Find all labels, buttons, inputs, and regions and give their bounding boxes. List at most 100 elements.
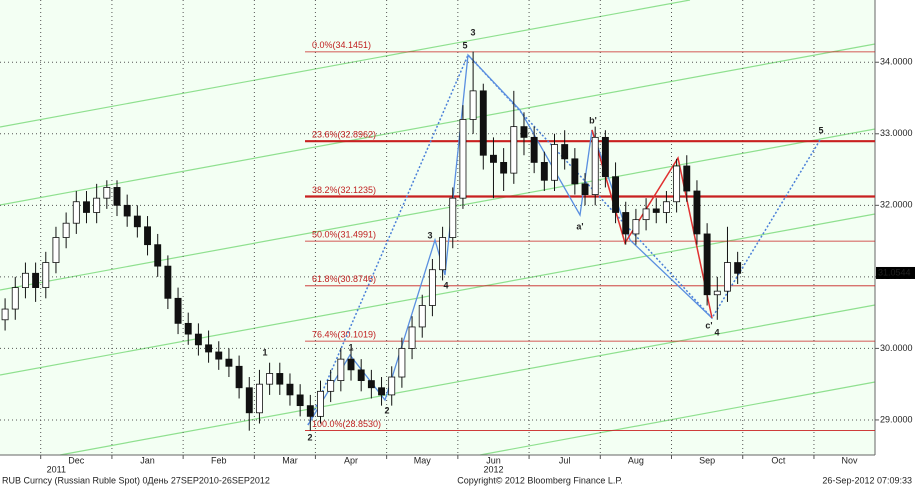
candle-body: [123, 204, 131, 217]
candle-body: [612, 176, 620, 213]
x-tick-label: Nov: [842, 455, 859, 465]
last-price-badge: [876, 266, 915, 279]
candle-body: [103, 187, 111, 199]
fib-label: 100.0%(28.8530): [312, 419, 381, 429]
candle-body: [194, 333, 202, 346]
candle-body: [357, 369, 365, 381]
candle-body: [174, 297, 182, 324]
fib-label: 23.6%(32.8962): [312, 130, 376, 140]
wave-label: b': [589, 115, 597, 125]
x-tick-label: Jul: [559, 455, 571, 465]
x-tick-label: Jan: [140, 455, 155, 465]
candle-body: [693, 190, 701, 235]
x-tick-label: Apr: [344, 455, 358, 465]
candle-body: [734, 262, 742, 274]
candle-body: [72, 201, 80, 224]
year-label: 2012: [483, 464, 503, 474]
wave-label: a': [576, 221, 583, 231]
candle-body: [652, 208, 660, 213]
candle-body: [571, 158, 579, 185]
wave-line: [307, 53, 821, 426]
candle-body: [398, 348, 406, 378]
wave-label: 2: [384, 405, 389, 415]
candle-body: [479, 90, 487, 156]
candle-body: [113, 187, 121, 206]
candle-body: [205, 344, 213, 353]
candle-body: [500, 161, 508, 174]
candle-body: [317, 390, 324, 417]
wave-line: [591, 129, 713, 319]
x-tick-label: Feb: [211, 455, 227, 465]
wave-label: 1: [348, 342, 353, 352]
candle-body: [266, 373, 274, 385]
candle-body: [327, 380, 335, 392]
candle-body: [347, 358, 355, 371]
candle-body: [21, 272, 29, 288]
fib-label: 61.8%(30.8746): [312, 274, 376, 284]
candle-body: [42, 262, 50, 288]
x-tick-label: Jun: [486, 455, 501, 465]
fib-label: 38.2%(32.1235): [312, 185, 376, 195]
y-tick-label: 29.0000: [880, 414, 913, 424]
candle-body: [469, 90, 477, 120]
y-tick-label: 34.0000: [880, 57, 913, 67]
candle-body: [622, 212, 630, 235]
candle-body: [662, 201, 670, 213]
candle-body: [367, 380, 375, 389]
candle-body: [32, 272, 40, 288]
candle-body: [490, 154, 497, 163]
candle-body: [540, 161, 548, 181]
candle-body: [225, 358, 233, 367]
candle-body: [215, 351, 223, 360]
candle-body: [164, 265, 172, 299]
y-tick-label: 30.0000: [880, 343, 913, 353]
candle-body: [449, 197, 457, 238]
footer-right: 26-Sep-2012 07:09:33: [822, 475, 912, 485]
candle-body: [601, 136, 609, 178]
wave-label: 4: [443, 280, 448, 290]
y-tick-label: 32.0000: [880, 200, 913, 210]
x-tick-label: Mar: [282, 455, 298, 465]
candle-body: [551, 144, 558, 181]
wave-label: 5: [462, 40, 467, 50]
fib-label: 50.0%(31.4991): [312, 230, 376, 240]
candle-body: [378, 387, 385, 396]
x-tick-label: Aug: [628, 455, 644, 465]
footer-left: RUB Curncy (Russian Ruble Spot) 0День 27…: [2, 475, 270, 485]
candle-body: [11, 287, 19, 310]
candle-body: [703, 233, 711, 296]
candle-body: [93, 197, 101, 213]
candle-body: [459, 119, 467, 199]
x-tick-label: Dec: [68, 455, 85, 465]
candle-body: [713, 290, 721, 296]
wave-label: c': [705, 320, 712, 330]
candle-body: [418, 305, 426, 328]
candle-body: [184, 322, 192, 335]
wave-label: 3: [470, 27, 475, 37]
candle-body: [510, 126, 518, 174]
candle-body: [296, 394, 304, 407]
wave-label: 4: [714, 327, 719, 337]
candle-body: [724, 262, 731, 292]
wave-label: 1: [262, 347, 267, 357]
wave-label: 5: [818, 125, 823, 135]
y-tick-label: 33.0000: [880, 128, 913, 138]
trend-channel: [0, 0, 876, 456]
last-price-label: 31.0544: [878, 267, 911, 277]
candle-body: [673, 165, 681, 203]
candle-body: [276, 373, 284, 385]
year-label: 2011: [47, 464, 66, 474]
candle-body: [683, 165, 691, 192]
candle-body: [1, 308, 9, 321]
wave-label: 3: [427, 230, 432, 240]
candle-body: [530, 136, 538, 163]
footer-center: Copyright© 2012 Bloomberg Finance L.P.: [457, 475, 623, 485]
x-tick-label: Sep: [699, 455, 715, 465]
candle-body: [133, 215, 141, 228]
candle-body: [428, 269, 436, 306]
candle-body: [642, 208, 650, 221]
candle-body: [632, 219, 640, 235]
candle-body: [581, 183, 589, 195]
candle-body: [144, 226, 151, 246]
